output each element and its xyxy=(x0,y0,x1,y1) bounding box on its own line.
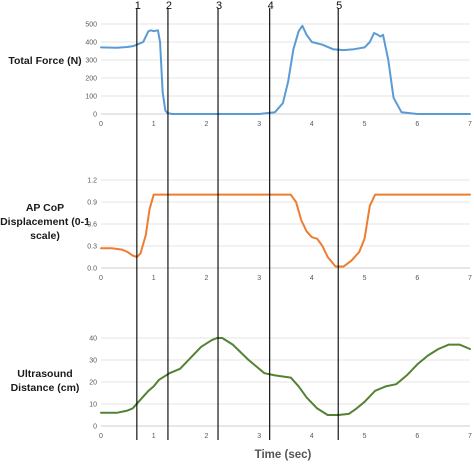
y-tick-label: 100 xyxy=(85,94,97,101)
x-tick-label: 3 xyxy=(257,433,261,440)
x-tick-label: 1 xyxy=(152,121,156,128)
event-marker-label-5: 5 xyxy=(336,0,342,12)
event-markers: 1 2 3 4 5 xyxy=(135,0,342,440)
x-tick-label: 1 xyxy=(152,275,156,282)
x-tick-label: 0 xyxy=(99,121,103,128)
y-tick-label: 200 xyxy=(85,76,97,83)
y-tick-label: 0.6 xyxy=(87,222,97,229)
x-tick-label: 0 xyxy=(99,433,103,440)
x-tick-label: 3 xyxy=(257,275,261,282)
y-tick-label: 0.0 xyxy=(87,266,97,273)
x-axis-title: Time (sec) xyxy=(255,449,312,461)
y-tick-label: 1.2 xyxy=(87,178,97,185)
series-line-3 xyxy=(100,337,471,416)
x-tick-label: 4 xyxy=(310,275,314,282)
x-tick-label: 6 xyxy=(415,433,419,440)
y-tick-label: 0.9 xyxy=(87,200,97,207)
x-tick-label: 1 xyxy=(152,433,156,440)
y-tick-label: 30 xyxy=(89,358,97,365)
series-line-2 xyxy=(100,193,471,268)
x-tick-label: 5 xyxy=(363,275,367,282)
total-force-label: Total Force (N) xyxy=(8,55,82,67)
x-tick-label: 2 xyxy=(204,121,208,128)
y-tick-label: 500 xyxy=(85,22,97,29)
y-tick-label: 10 xyxy=(89,402,97,409)
x-tick-label: 7 xyxy=(468,121,472,128)
x-tick-label: 7 xyxy=(468,433,472,440)
x-tick-label: 4 xyxy=(310,433,314,440)
y-tick-label: 0.3 xyxy=(87,244,97,251)
x-tick-label: 5 xyxy=(363,433,367,440)
x-tick-label: 7 xyxy=(468,275,472,282)
panel-1: 0 100 200 300 400 500 0 1 2 3 4 5 6 7 xyxy=(85,22,472,129)
y-tick-label: 0 xyxy=(93,424,97,431)
series-line-1 xyxy=(100,24,471,115)
x-tick-label: 4 xyxy=(310,121,314,128)
y-tick-label: 300 xyxy=(85,58,97,65)
y-tick-label: 400 xyxy=(85,40,97,47)
event-marker-label-3: 3 xyxy=(216,0,222,12)
event-marker-label-4: 4 xyxy=(268,0,274,12)
y-tick-label: 0 xyxy=(93,112,97,119)
panel-3: 0 10 20 30 40 0 1 2 3 4 5 6 7 xyxy=(89,336,472,441)
x-tick-label: 5 xyxy=(363,121,367,128)
x-tick-label: 2 xyxy=(204,433,208,440)
x-tick-label: 3 xyxy=(257,121,261,128)
panel-2: 0.0 0.3 0.6 0.9 1.2 0 1 2 3 4 5 6 7 xyxy=(87,178,472,283)
ap-cop-displacement-label: AP CoP Displacement (0-1 scale) xyxy=(0,202,90,243)
event-marker-label-1: 1 xyxy=(135,0,141,12)
x-tick-label: 2 xyxy=(204,275,208,282)
ultrasound-distance-label: Ultrasound Distance (cm) xyxy=(10,368,80,395)
y-tick-label: 40 xyxy=(89,336,97,343)
x-tick-label: 0 xyxy=(99,275,103,282)
x-tick-label: 6 xyxy=(415,275,419,282)
x-tick-label: 6 xyxy=(415,121,419,128)
event-marker-label-2: 2 xyxy=(166,0,172,12)
y-tick-label: 20 xyxy=(89,380,97,387)
